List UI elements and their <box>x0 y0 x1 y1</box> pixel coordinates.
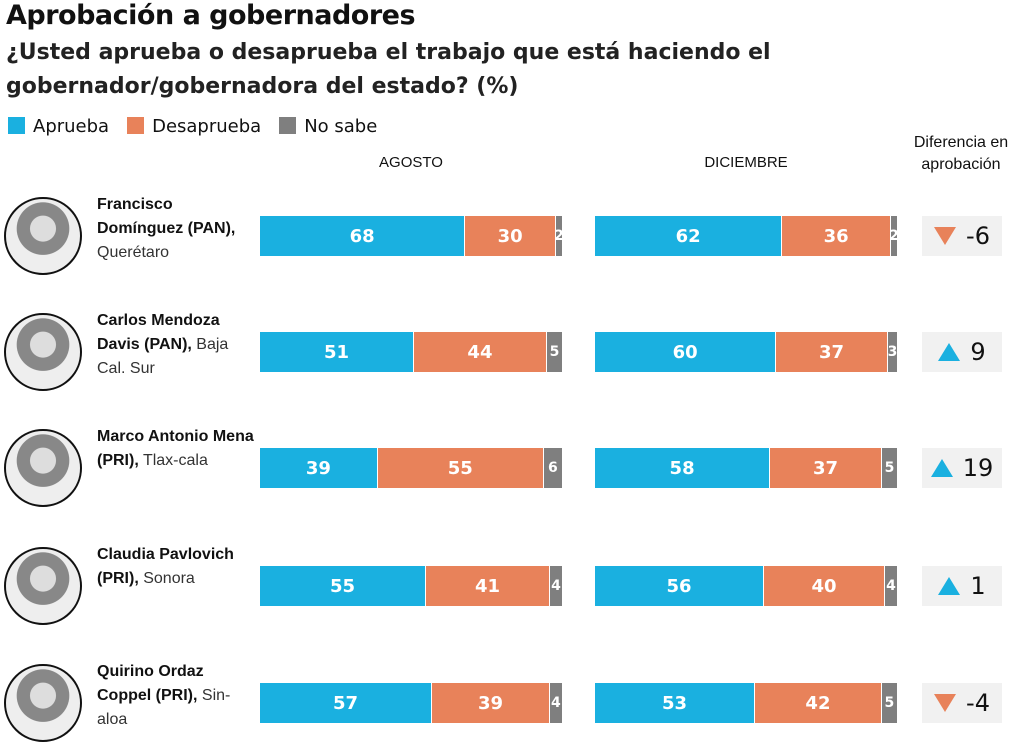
diff-header: Diferencia en aprobación <box>913 134 1009 173</box>
bar-segment-aprueba: 51 <box>260 332 415 372</box>
bar-segment-desaprueba: 41 <box>426 566 550 606</box>
column-header-agosto: AGOSTO <box>379 154 443 171</box>
approval-difference: -6 <box>922 216 1002 256</box>
approval-difference: 19 <box>922 448 1002 488</box>
governor-photo <box>4 313 82 391</box>
bar-segment-aprueba: 60 <box>595 332 777 372</box>
bar-segment-desaprueba: 42 <box>755 683 882 723</box>
legend-label: Desaprueba <box>152 116 262 137</box>
governor-row: Marco Antonio Mena (PRI), Tlax-cala 39 55 6… <box>0 425 1024 515</box>
chart-title: Aprobación a gobernadores <box>6 0 416 31</box>
bar-segment-desaprueba: 37 <box>776 332 888 372</box>
bar-segment-aprueba: 39 <box>260 448 378 488</box>
triangle-down-icon <box>934 227 957 245</box>
legend-swatch <box>127 117 145 134</box>
diff-value: 19 <box>962 454 994 482</box>
governor-row: Claudia Pavlovich (PRI), Sonora 55 41 4 56 40… <box>0 543 1024 633</box>
approval-difference: -4 <box>922 683 1002 723</box>
governor-photo <box>4 547 82 625</box>
legend-swatch <box>279 117 297 134</box>
bar-segment-aprueba: 56 <box>595 566 765 606</box>
legend-label: No sabe <box>304 116 378 137</box>
bar-segment-aprueba: 58 <box>595 448 771 488</box>
bar-segment-desaprueba: 55 <box>377 448 544 488</box>
approval-difference: 9 <box>922 332 1002 372</box>
bar-segment-desaprueba: 37 <box>770 448 882 488</box>
governor-row: Carlos Mendoza Davis (PAN), Baja Cal. Su… <box>0 309 1024 399</box>
bar-segment-desaprueba: 36 <box>782 216 891 256</box>
column-header-diciembre: DICIEMBRE <box>704 154 788 171</box>
bar-segment-desaprueba: 39 <box>432 683 550 723</box>
bar-diciembre: 53 42 5 <box>595 683 897 723</box>
legend: Aprueba Desaprueba No sabe <box>8 116 377 137</box>
bar-segment-no-sabe: 6 <box>543 448 562 488</box>
bar-segment-aprueba: 57 <box>260 683 433 723</box>
diff-value: 1 <box>970 572 986 600</box>
triangle-up-icon <box>930 459 953 477</box>
bar-agosto: 51 44 5 <box>260 332 562 372</box>
triangle-up-icon <box>938 577 961 595</box>
diff-value: -6 <box>966 222 990 250</box>
governor-name: Carlos Mendoza Davis (PAN), Baja Cal. Su… <box>97 312 229 377</box>
governor-row: Francisco Domínguez (PAN), Querétaro 68 30… <box>0 193 1024 283</box>
triangle-down-icon <box>934 694 957 712</box>
legend-label: Aprueba <box>33 116 110 137</box>
bar-segment-no-sabe: 5 <box>546 332 562 372</box>
legend-item: Desaprueba <box>127 116 261 137</box>
governor-photo <box>4 197 82 275</box>
triangle-up-icon <box>938 343 961 361</box>
bar-segment-no-sabe: 3 <box>887 332 897 372</box>
bar-segment-aprueba: 55 <box>260 566 427 606</box>
legend-item: No sabe <box>279 116 377 137</box>
bar-agosto: 39 55 6 <box>260 448 562 488</box>
bar-diciembre: 62 36 2 <box>595 216 897 256</box>
bar-segment-no-sabe: 4 <box>549 683 562 723</box>
diff-value: 9 <box>970 338 986 366</box>
governor-name: Marco Antonio Mena (PRI), Tlax-cala <box>97 428 254 469</box>
governor-photo <box>4 664 82 742</box>
bar-segment-aprueba: 62 <box>595 216 783 256</box>
bar-diciembre: 60 37 3 <box>595 332 897 372</box>
governor-name: Claudia Pavlovich (PRI), Sonora <box>97 546 234 587</box>
bar-diciembre: 58 37 5 <box>595 448 897 488</box>
governor-photo <box>4 429 82 507</box>
bar-segment-no-sabe: 4 <box>884 566 897 606</box>
bar-segment-no-sabe: 5 <box>881 448 897 488</box>
bar-segment-aprueba: 53 <box>595 683 756 723</box>
bar-segment-no-sabe: 4 <box>549 566 562 606</box>
bar-segment-no-sabe: 2 <box>890 216 897 256</box>
governor-name: Quirino Ordaz Coppel (PRI), Sin-aloa <box>97 663 231 728</box>
bar-diciembre: 56 40 4 <box>595 566 897 606</box>
bar-segment-desaprueba: 44 <box>414 332 547 372</box>
bar-agosto: 57 39 4 <box>260 683 562 723</box>
bar-segment-no-sabe: 2 <box>555 216 562 256</box>
bar-agosto: 55 41 4 <box>260 566 562 606</box>
approval-difference: 1 <box>922 566 1002 606</box>
legend-swatch <box>8 117 25 134</box>
bar-agosto: 68 30 2 <box>260 216 562 256</box>
bar-segment-desaprueba: 40 <box>764 566 885 606</box>
bar-segment-desaprueba: 30 <box>465 216 556 256</box>
chart-subtitle: ¿Usted aprueba o desaprueba el trabajo q… <box>6 40 771 99</box>
bar-segment-no-sabe: 5 <box>881 683 897 723</box>
bar-segment-aprueba: 68 <box>260 216 466 256</box>
governor-row: Quirino Ordaz Coppel (PRI), Sin-aloa 57 39… <box>0 660 1024 750</box>
legend-item: Aprueba <box>8 116 109 137</box>
governor-name: Francisco Domínguez (PAN), Querétaro <box>97 196 236 261</box>
diff-value: -4 <box>966 689 990 717</box>
